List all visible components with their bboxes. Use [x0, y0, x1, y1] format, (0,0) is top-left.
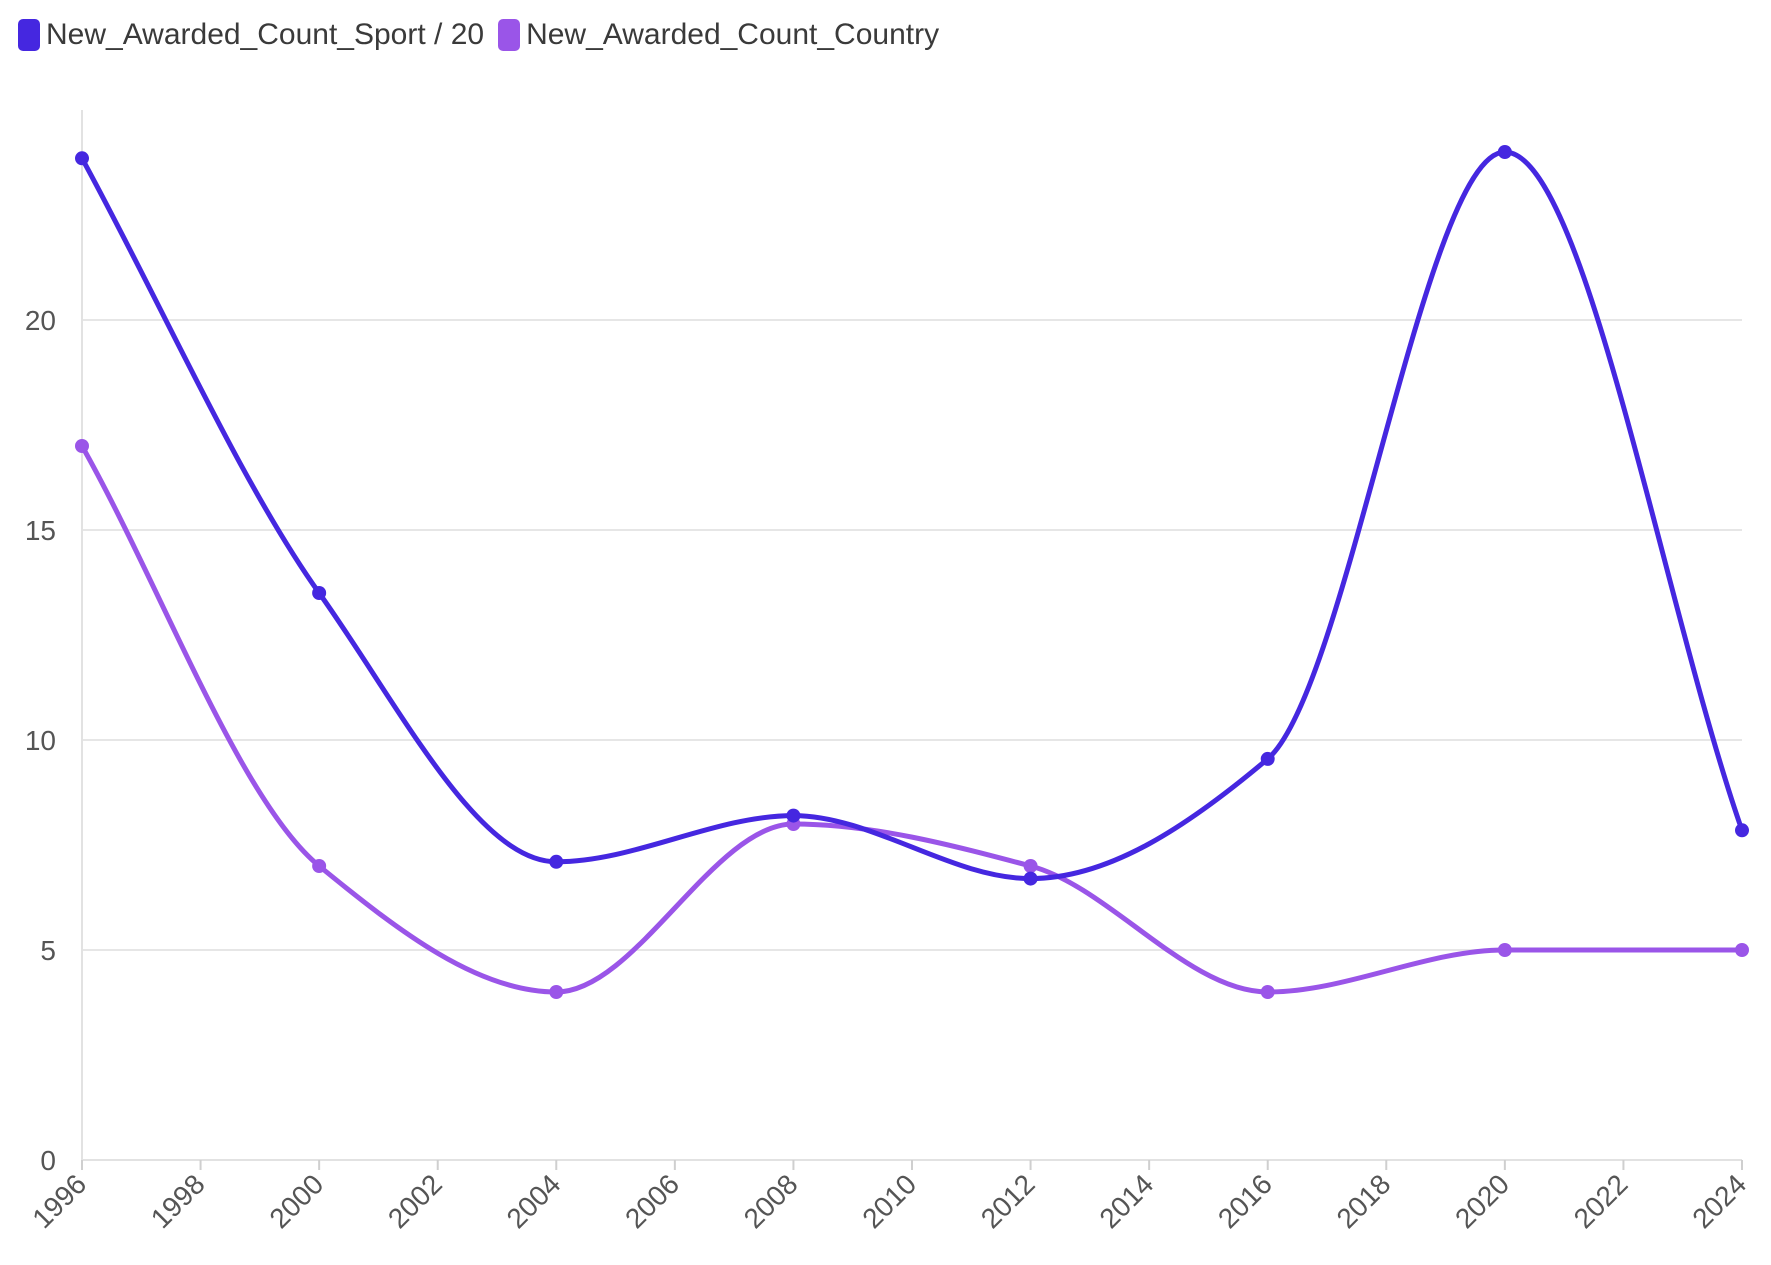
x-tick-label-2016: 2016 [1212, 1168, 1278, 1234]
data-point-s1-2016 [1260, 985, 1275, 999]
data-point-s0-1996 [75, 151, 89, 166]
y-tick-label-20: 20 [25, 305, 56, 336]
x-tick-label-2012: 2012 [975, 1168, 1041, 1234]
legend-swatch-sport [18, 19, 40, 51]
x-tick-label-2022: 2022 [1568, 1168, 1634, 1234]
x-tick-label-2006: 2006 [619, 1168, 685, 1234]
data-point-s1-2012 [1023, 859, 1038, 873]
data-point-s0-2020 [1497, 145, 1512, 159]
series-line-0 [79, 149, 1745, 882]
data-point-s1-2020 [1497, 943, 1512, 957]
legend-label-country: New_Awarded_Count_Country [526, 18, 940, 51]
data-point-s0-2024 [1735, 823, 1749, 838]
legend-item-country[interactable]: New_Awarded_Count_Country [498, 18, 939, 52]
x-tick-label-2008: 2008 [738, 1168, 804, 1234]
x-tick-label-2010: 2010 [856, 1168, 922, 1234]
legend-item-sport[interactable]: New_Awarded_Count_Sport / 20 [18, 18, 484, 52]
data-point-s1-2000 [312, 859, 327, 873]
legend-label-sport: New_Awarded_Count_Sport / 20 [46, 18, 485, 51]
y-tick-label-5: 5 [40, 935, 56, 966]
x-tick-label-2004: 2004 [501, 1168, 567, 1234]
x-tick-label-2020: 2020 [1449, 1168, 1515, 1234]
x-tick-label-2014: 2014 [1093, 1168, 1159, 1234]
data-point-s1-2004 [549, 985, 564, 999]
x-tick-label-2024: 2024 [1686, 1168, 1752, 1234]
y-tick-label-0: 0 [40, 1145, 56, 1176]
data-point-s1-1996 [75, 439, 89, 453]
legend: New_Awarded_Count_Sport / 20 New_Awarded… [18, 18, 939, 52]
data-point-s0-2004 [549, 854, 564, 869]
data-point-s1-2024 [1735, 943, 1749, 957]
series-line-1 [79, 443, 1745, 995]
data-point-s0-2016 [1260, 751, 1275, 766]
x-tick-label-1998: 1998 [145, 1168, 211, 1234]
x-tick-label-2000: 2000 [263, 1168, 329, 1234]
y-tick-label-10: 10 [25, 725, 56, 756]
x-tick-label-2002: 2002 [382, 1168, 448, 1234]
legend-swatch-country [498, 19, 521, 51]
data-point-s0-2008 [786, 808, 801, 823]
data-point-s0-2012 [1023, 871, 1038, 886]
x-tick-label-2018: 2018 [1331, 1168, 1397, 1234]
x-tick-label-1996: 1996 [26, 1168, 92, 1234]
data-point-s0-2000 [312, 586, 327, 600]
y-tick-label-15: 15 [25, 515, 56, 546]
